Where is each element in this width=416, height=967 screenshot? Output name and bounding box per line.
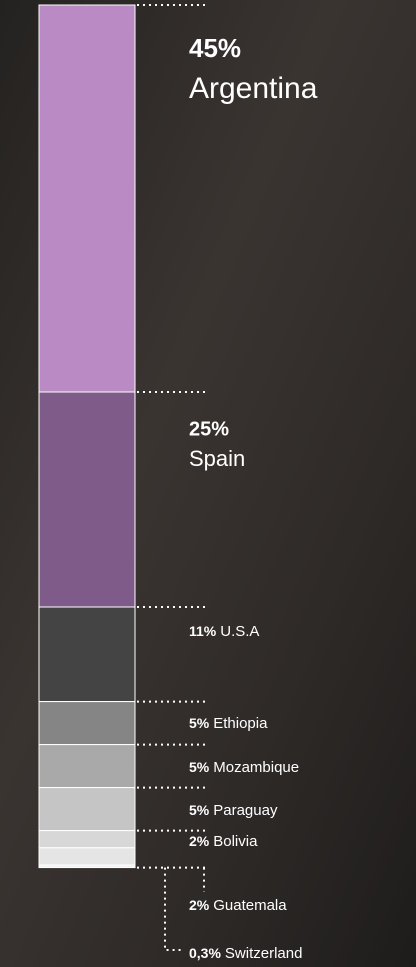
- bar-segment: [39, 848, 135, 865]
- bar-segment: [39, 607, 135, 702]
- segment-name: Bolivia: [213, 833, 258, 850]
- segment-label: 2%Bolivia: [189, 833, 258, 850]
- value-label: 5%: [189, 715, 210, 731]
- segment-name: Ethiopia: [213, 715, 268, 732]
- segment-label: 2%Guatemala: [189, 897, 287, 914]
- segment-name: Mozambique: [213, 759, 299, 776]
- segment-name: Argentina: [189, 72, 318, 105]
- value-label: 5%: [189, 802, 210, 818]
- segment-name: Guatemala: [213, 897, 287, 914]
- value-label: 2%: [189, 897, 210, 913]
- bar-segment: [39, 5, 135, 392]
- segment-label: 5%Mozambique: [189, 759, 299, 776]
- value-label: 25%: [189, 418, 229, 440]
- segment-name: Switzerland: [225, 945, 303, 962]
- bar-segment: [39, 831, 135, 848]
- segment-label: 11%U.S.A: [189, 623, 259, 640]
- segment-label: 5%Ethiopia: [189, 715, 268, 732]
- segment-name: U.S.A: [220, 623, 259, 640]
- segment-label: 0,3%Switzerland: [189, 945, 302, 962]
- value-label: 2%: [189, 833, 210, 849]
- value-label: 0,3%: [189, 945, 221, 961]
- bar-segment: [39, 865, 135, 868]
- page: {"chart_data": {"type": "stacked-bar", "…: [0, 0, 416, 967]
- segment-name: Paraguay: [213, 802, 278, 819]
- bar-segment: [39, 702, 135, 745]
- bar-segment: [39, 745, 135, 788]
- bar-segment: [39, 788, 135, 831]
- value-label: 5%: [189, 759, 210, 775]
- segment-name: Spain: [189, 446, 245, 471]
- value-label: 11%: [189, 623, 217, 639]
- chart: 45%Argentina25%Spain11%U.S.A5%Ethiopia5%…: [0, 0, 416, 967]
- segment-label: 5%Paraguay: [189, 802, 278, 819]
- value-label: 45%: [189, 33, 241, 63]
- bar-segment: [39, 392, 135, 607]
